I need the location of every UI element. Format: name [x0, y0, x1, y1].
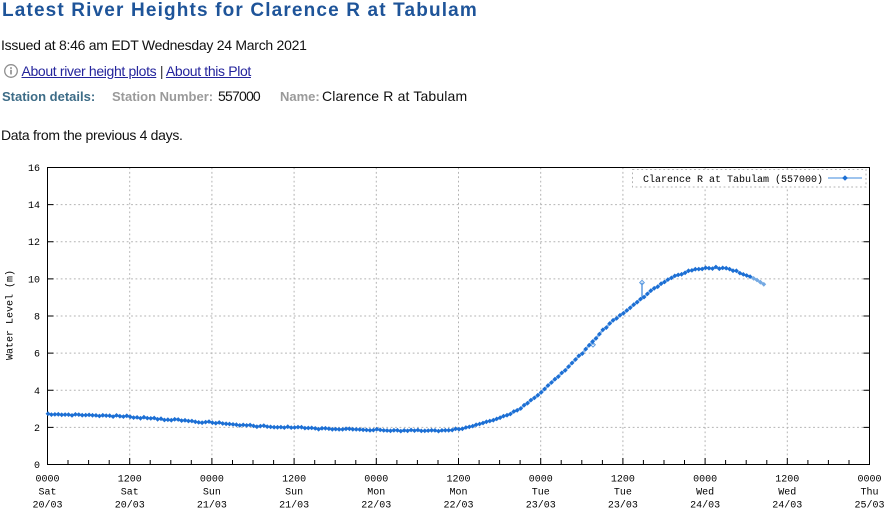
svg-text:2: 2 [34, 424, 40, 435]
svg-text:21/03: 21/03 [197, 500, 227, 512]
svg-text:0000: 0000 [364, 475, 388, 486]
svg-text:1200: 1200 [775, 475, 799, 486]
svg-text:Tue: Tue [614, 488, 632, 499]
svg-text:8: 8 [34, 313, 40, 324]
svg-text:0: 0 [34, 461, 40, 472]
svg-text:23/03: 23/03 [526, 500, 556, 512]
svg-text:4: 4 [34, 387, 40, 398]
svg-text:Sun: Sun [203, 488, 221, 499]
svg-text:Water Level (m): Water Level (m) [5, 270, 17, 360]
svg-text:21/03: 21/03 [279, 500, 309, 512]
svg-text:0000: 0000 [200, 475, 224, 486]
svg-text:Thu: Thu [860, 487, 878, 499]
svg-text:22/03: 22/03 [361, 500, 391, 512]
svg-text:24/03: 24/03 [772, 500, 802, 512]
svg-text:10: 10 [28, 275, 40, 286]
svg-text:Mon: Mon [449, 488, 467, 499]
svg-text:Wed: Wed [696, 487, 714, 499]
svg-text:20/03: 20/03 [115, 500, 145, 512]
svg-text:0000: 0000 [35, 475, 59, 486]
svg-text:0000: 0000 [693, 475, 717, 486]
svg-text:23/03: 23/03 [608, 500, 638, 512]
svg-text:Sun: Sun [285, 488, 303, 499]
svg-text:20/03: 20/03 [32, 500, 62, 512]
svg-text:12: 12 [28, 238, 40, 249]
svg-text:25/03: 25/03 [854, 500, 884, 512]
svg-text:0000: 0000 [529, 475, 553, 486]
svg-text:Mon: Mon [367, 488, 385, 499]
svg-text:16: 16 [28, 164, 40, 175]
svg-text:1200: 1200 [282, 475, 306, 486]
svg-text:Sat: Sat [38, 488, 56, 499]
svg-text:Sat: Sat [121, 488, 139, 499]
svg-text:14: 14 [28, 201, 40, 212]
svg-text:Clarence R at Tabulam (557000): Clarence R at Tabulam (557000) [643, 174, 823, 186]
svg-text:0000: 0000 [857, 475, 881, 486]
svg-text:1200: 1200 [611, 475, 635, 486]
svg-text:1200: 1200 [118, 475, 142, 486]
svg-text:24/03: 24/03 [690, 500, 720, 512]
svg-text:Wed: Wed [778, 487, 796, 499]
svg-text:6: 6 [34, 350, 40, 361]
svg-text:Tue: Tue [532, 488, 550, 499]
svg-text:22/03: 22/03 [443, 500, 473, 512]
svg-text:1200: 1200 [446, 475, 470, 486]
